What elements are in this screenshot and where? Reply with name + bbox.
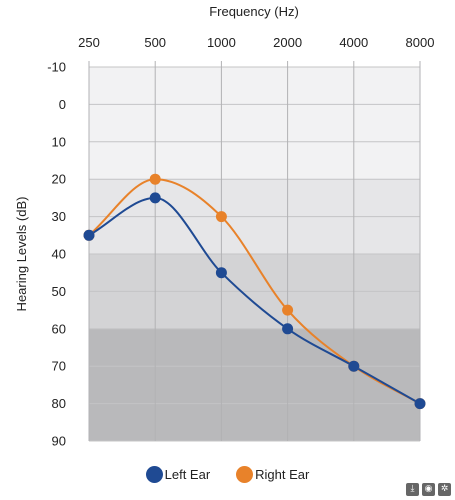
x-tick-500: 500 <box>144 35 166 50</box>
y-axis-title: Hearing Levels (dB) <box>14 197 29 312</box>
y-tick-50: 50 <box>52 284 66 299</box>
point-left-ear-250 <box>83 229 95 241</box>
legend-swatch-left-ear <box>145 466 163 483</box>
y-tick-40: 40 <box>52 247 66 262</box>
point-left-ear-1000 <box>215 267 227 279</box>
y-tick-0: 0 <box>59 97 66 112</box>
point-right-ear-1000 <box>215 211 227 223</box>
grid-lines <box>88 61 421 442</box>
camera-icon[interactable]: ◉ <box>422 483 435 496</box>
point-right-ear-2000 <box>282 304 294 316</box>
point-left-ear-4000 <box>348 360 360 372</box>
chart-toolbar: ⤓ ◉ ✲ <box>406 483 451 496</box>
point-left-ear-500 <box>149 192 161 204</box>
y-tick--10: -10 <box>47 60 66 75</box>
legend-label-right-ear: Right Ear <box>255 467 310 482</box>
y-tick-70: 70 <box>52 359 66 374</box>
y-tick-10: 10 <box>52 134 66 149</box>
x-tick-250: 250 <box>78 35 100 50</box>
download-icon[interactable]: ⤓ <box>406 483 419 496</box>
legend-item-left-ear[interactable]: Left Ear <box>145 466 211 483</box>
legend-swatch-right-ear <box>236 466 254 483</box>
x-tick-1000: 1000 <box>207 35 236 50</box>
legend: Left Ear Right Ear <box>0 466 455 483</box>
band-0 <box>89 67 420 180</box>
y-tick-30: 30 <box>52 209 66 224</box>
x-axis-title: Frequency (Hz) <box>209 4 299 19</box>
x-tick-8000: 8000 <box>406 35 435 50</box>
legend-item-right-ear[interactable]: Right Ear <box>236 466 309 483</box>
legend-label-left-ear: Left Ear <box>164 467 211 482</box>
series-group <box>83 173 426 410</box>
y-tick-60: 60 <box>52 321 66 336</box>
band-3 <box>89 328 420 441</box>
point-right-ear-500 <box>149 173 161 185</box>
x-tick-4000: 4000 <box>339 35 368 50</box>
y-tick-labels: -10 0 10 20 30 40 50 60 70 80 90 <box>47 60 66 449</box>
x-tick-2000: 2000 <box>273 35 302 50</box>
y-tick-90: 90 <box>52 434 66 449</box>
y-tick-80: 80 <box>52 396 66 411</box>
y-tick-20: 20 <box>52 172 66 187</box>
settings-icon[interactable]: ✲ <box>438 483 451 496</box>
point-left-ear-2000 <box>282 323 294 335</box>
x-tick-labels: 250 500 1000 2000 4000 8000 <box>78 35 434 50</box>
point-left-ear-8000 <box>414 398 426 410</box>
